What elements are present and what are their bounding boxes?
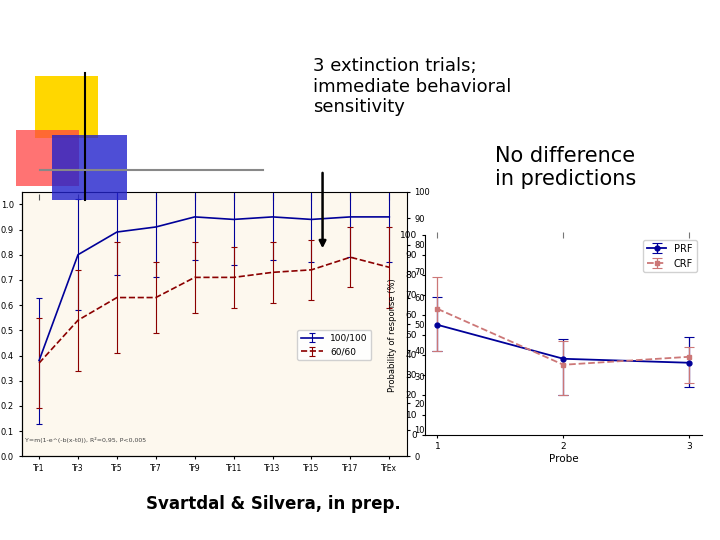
Point (33, 192, 45, 201)
Point (306, 192, 318, 201)
Point (72, 192, 84, 201)
Legend: 100/100, 60/60: 100/100, 60/60 (297, 330, 372, 360)
X-axis label: Probe: Probe (549, 454, 578, 464)
Point (684, 231, 696, 239)
Point (432, 231, 444, 239)
Point (189, 192, 200, 201)
Y-axis label: Probability of response (%): Probability of response (%) (433, 272, 442, 376)
Point (557, 231, 569, 239)
Legend: PRF, CRF: PRF, CRF (643, 240, 697, 272)
FancyBboxPatch shape (52, 135, 127, 200)
Point (150, 192, 161, 201)
Text: Svartdal & Silvera, in prep.: Svartdal & Silvera, in prep. (146, 495, 401, 513)
Text: No difference
in predictions: No difference in predictions (495, 146, 636, 189)
Y-axis label: Probability of response (%): Probability of response (%) (388, 278, 397, 392)
FancyBboxPatch shape (16, 130, 79, 186)
Point (345, 192, 356, 201)
Point (228, 192, 240, 201)
Point (384, 192, 395, 201)
Point (267, 192, 279, 201)
Text: 3 extinction trials;
immediate behavioral
sensitivity: 3 extinction trials; immediate behaviora… (313, 57, 512, 116)
Text: Y=m(1-e^(-b(x-t0)), R²=0,95, P<0,005: Y=m(1-e^(-b(x-t0)), R²=0,95, P<0,005 (25, 437, 147, 443)
FancyBboxPatch shape (35, 76, 98, 138)
Point (111, 192, 122, 201)
